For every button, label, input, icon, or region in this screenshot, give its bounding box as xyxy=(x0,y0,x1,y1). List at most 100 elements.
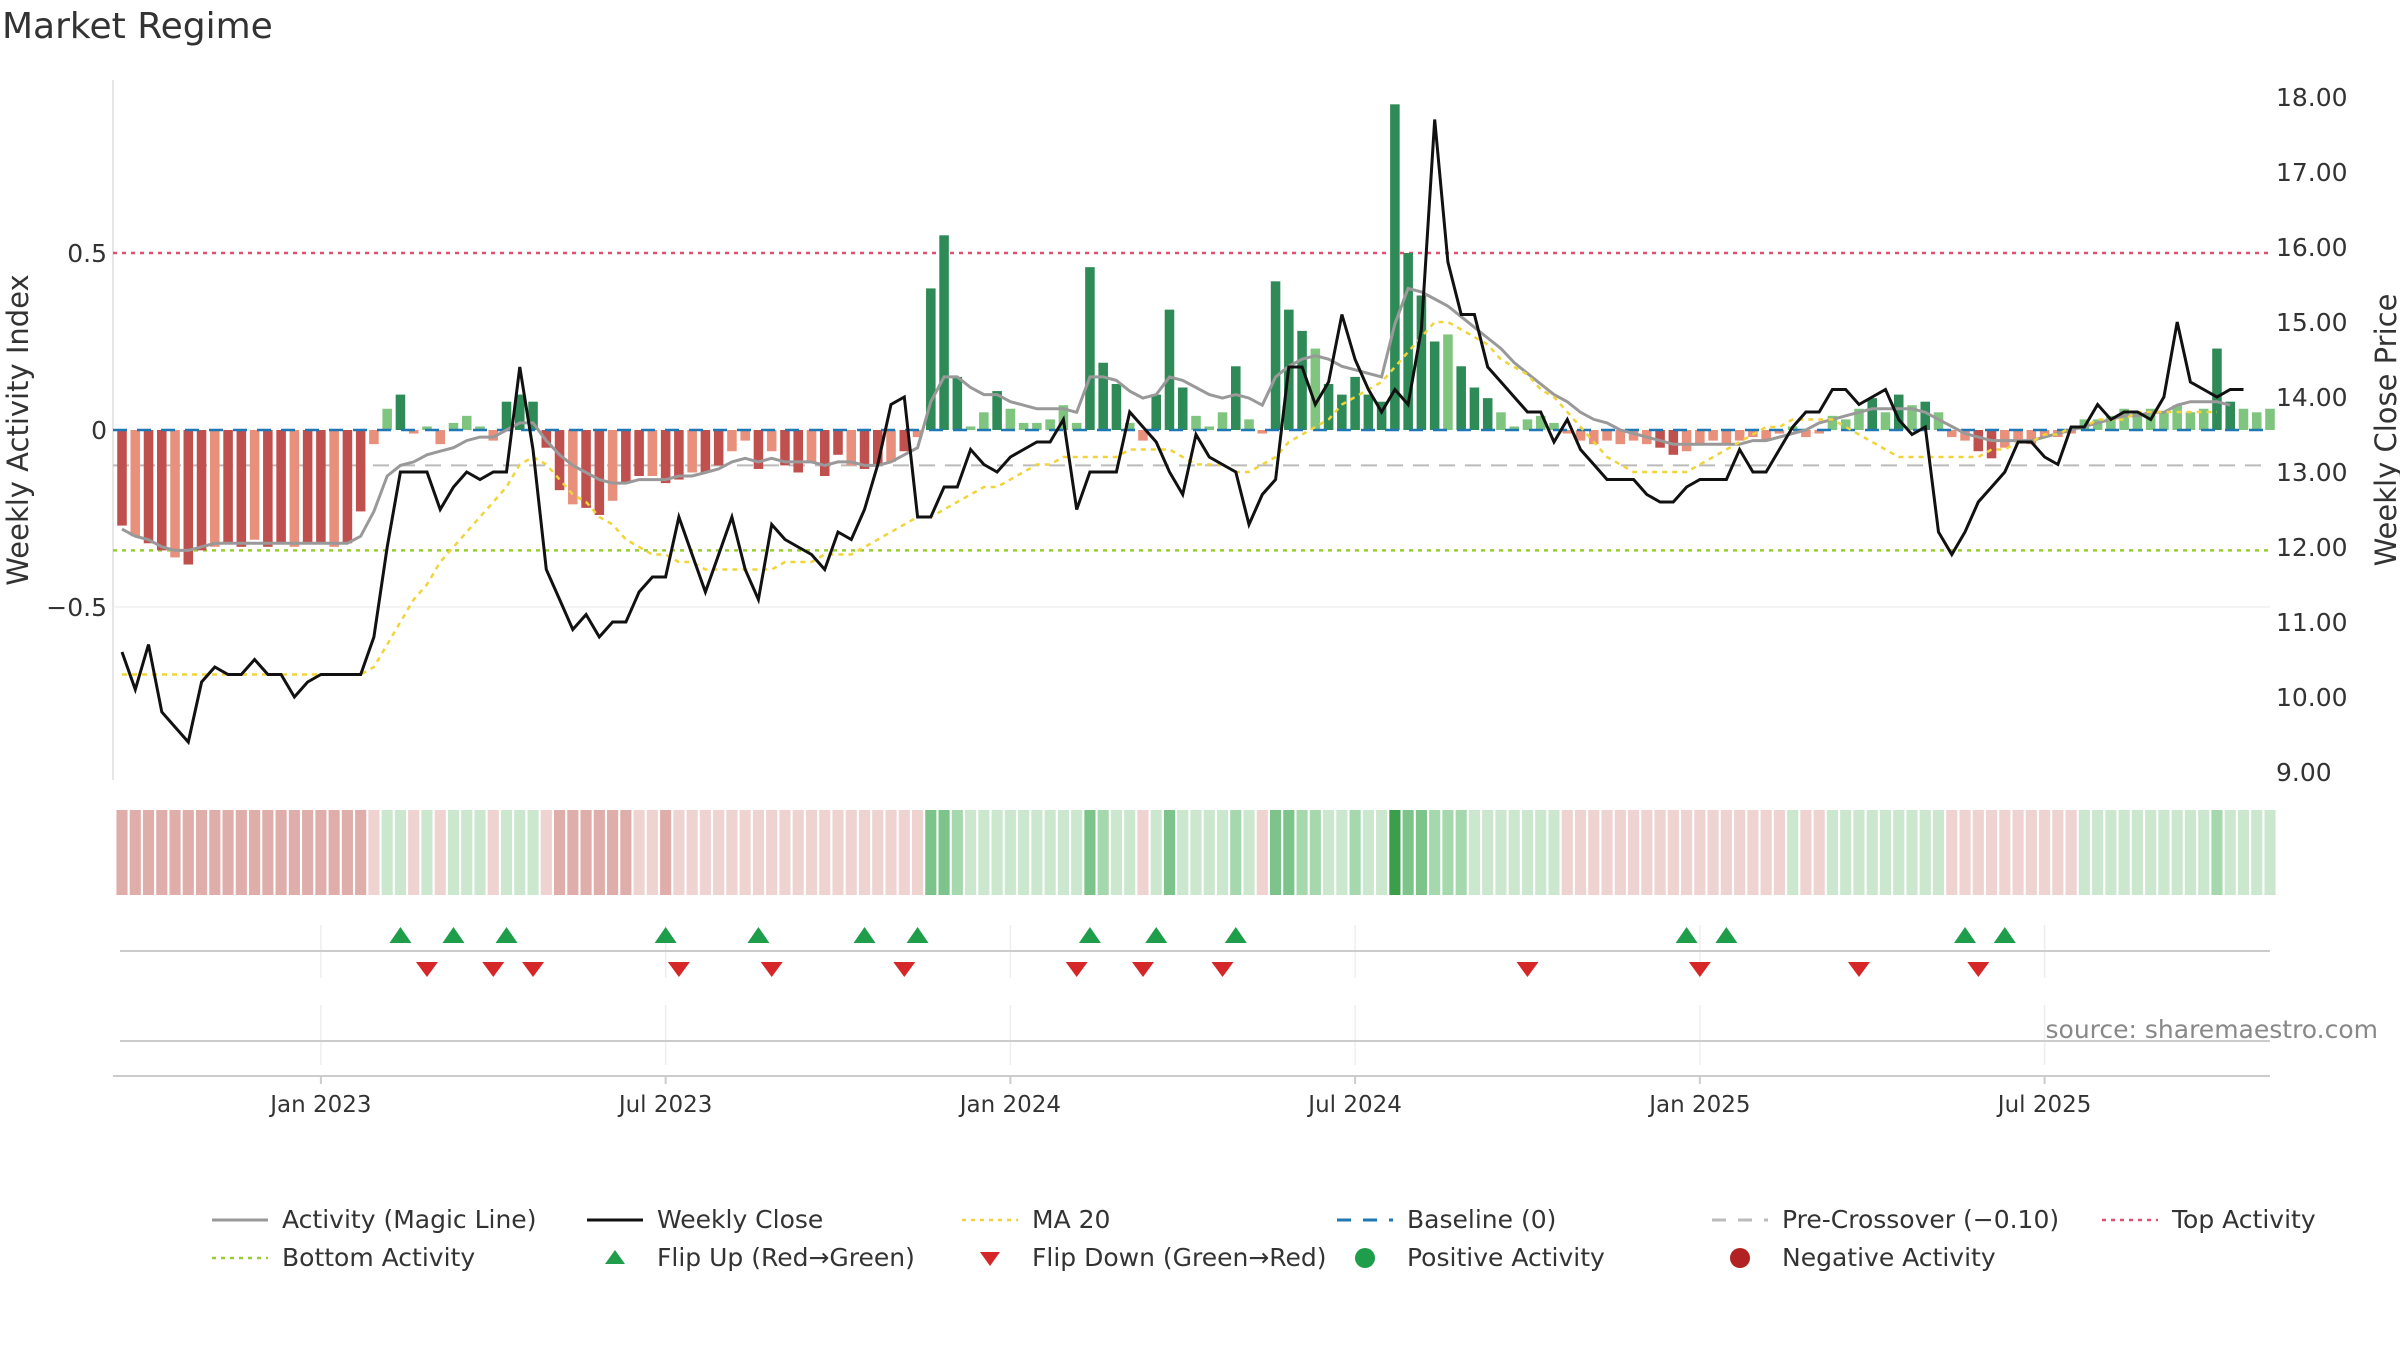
activity-heat-cell xyxy=(249,810,261,895)
activity-bar xyxy=(1867,398,1877,430)
activity-heat-cell xyxy=(2012,810,2024,895)
activity-bar xyxy=(2092,419,2103,430)
activity-heat-cell xyxy=(474,810,486,895)
activity-bar xyxy=(461,415,472,430)
activity-heat-cell xyxy=(142,810,155,895)
activity-heat-cell xyxy=(1084,810,1096,895)
legend-label: Positive Activity xyxy=(1407,1243,1605,1272)
activity-heat-cell xyxy=(1773,810,1785,895)
activity-heat-cell xyxy=(2092,810,2104,895)
activity-bar xyxy=(568,430,578,505)
activity-bar xyxy=(1337,394,1347,430)
flip-up-marker xyxy=(1675,927,1698,943)
legend-label: Activity (Magic Line) xyxy=(282,1205,537,1234)
activity-heat-cell xyxy=(1985,810,1998,895)
activity-heat-cell xyxy=(1362,810,1374,895)
activity-heat-cell xyxy=(686,810,698,895)
activity-bar xyxy=(554,430,565,491)
left-tick-label: 0 xyxy=(91,416,107,445)
activity-bar xyxy=(859,430,870,469)
activity-bar xyxy=(1840,419,1851,430)
flip-down-marker xyxy=(1967,962,1990,977)
right-tick-label: 10.00 xyxy=(2276,683,2348,712)
activity-bar xyxy=(674,430,684,480)
activity-bar xyxy=(1734,430,1745,441)
activity-heat-cell xyxy=(1376,810,1388,895)
activity-bar xyxy=(2106,415,2116,430)
activity-bar xyxy=(1535,415,1546,430)
activity-heat-cell xyxy=(288,810,300,895)
activity-heat-cell xyxy=(222,810,234,895)
activity-heat-cell xyxy=(275,810,287,895)
activity-bar xyxy=(2265,408,2275,430)
activity-heat-cell xyxy=(1535,810,1547,895)
activity-heat-cell xyxy=(580,810,592,895)
activity-bar xyxy=(1403,253,1413,430)
activity-bar xyxy=(1695,430,1705,445)
chart-title: Market Regime xyxy=(2,6,273,47)
activity-heat-cell xyxy=(1216,810,1229,895)
activity-heat-cell xyxy=(845,810,857,895)
flip-up-marker xyxy=(1145,927,1168,943)
activity-heat-cell xyxy=(2025,810,2037,895)
ma20-series xyxy=(122,320,2217,676)
activity-bar xyxy=(1151,394,1161,430)
activity-bar xyxy=(1893,394,1904,430)
activity-heat-cell xyxy=(593,810,605,895)
activity-bar xyxy=(1045,419,1055,430)
activity-bar xyxy=(2159,412,2169,430)
right-tick-label: 9.00 xyxy=(2276,758,2332,787)
activity-bar xyxy=(2185,412,2196,430)
activity-heat-cell xyxy=(1853,810,1865,895)
activity-heat-cell xyxy=(1906,810,1918,895)
activity-heat-cell xyxy=(1110,810,1123,895)
activity-heat-cell xyxy=(872,810,884,895)
activity-heat-cell xyxy=(1667,810,1679,895)
activity-heat-cell xyxy=(1601,810,1613,895)
activity-heat-cell xyxy=(209,810,221,895)
activity-bar xyxy=(2172,405,2182,430)
activity-bar xyxy=(1429,341,1440,430)
activity-heat-cell xyxy=(2039,810,2051,895)
activity-bar xyxy=(1005,408,1016,430)
activity-heat-cell xyxy=(779,810,791,895)
flip-down-marker xyxy=(415,962,438,977)
activity-heat-cell xyxy=(2184,810,2197,895)
activity-bar xyxy=(1231,366,1241,430)
activity-heat-cell xyxy=(408,810,420,895)
activity-bar xyxy=(2251,412,2262,430)
activity-heat-cell xyxy=(965,810,977,895)
activity-heat-cell xyxy=(381,810,393,895)
activity-heat-cell xyxy=(328,810,340,895)
activity-bar xyxy=(435,430,445,445)
activity-heat-cell xyxy=(1482,810,1494,895)
activity-bar xyxy=(647,430,658,477)
activity-heat-cell xyxy=(1269,810,1282,895)
activity-bar xyxy=(1761,430,1771,441)
flip-up-marker xyxy=(853,927,876,943)
activity-heat-cell xyxy=(1561,810,1573,895)
flip-up-marker xyxy=(1993,927,2016,943)
flip-down-marker xyxy=(1065,962,1088,977)
legend-label: Baseline (0) xyxy=(1407,1205,1557,1234)
activity-bar xyxy=(1721,430,1732,445)
activity-bar xyxy=(342,430,353,544)
activity-bar xyxy=(873,430,883,466)
activity-heat-cell xyxy=(1203,810,1215,895)
activity-heat-cell xyxy=(1707,810,1719,895)
activity-bar xyxy=(1973,430,1984,452)
activity-heat-cell xyxy=(951,810,963,895)
activity-bar xyxy=(687,430,697,473)
activity-bar xyxy=(1655,430,1665,448)
activity-bar xyxy=(912,430,923,438)
activity-heat-cell xyxy=(1614,810,1626,895)
flip-up-marker xyxy=(1954,927,1977,943)
activity-bar xyxy=(1177,387,1188,430)
activity-heat-cell xyxy=(1044,810,1056,895)
activity-bar xyxy=(2026,430,2037,445)
activity-bar xyxy=(183,430,194,565)
activity-bar xyxy=(660,430,671,484)
activity-bar xyxy=(727,430,737,452)
activity-bar xyxy=(766,430,777,452)
activity-bar xyxy=(2225,401,2235,430)
